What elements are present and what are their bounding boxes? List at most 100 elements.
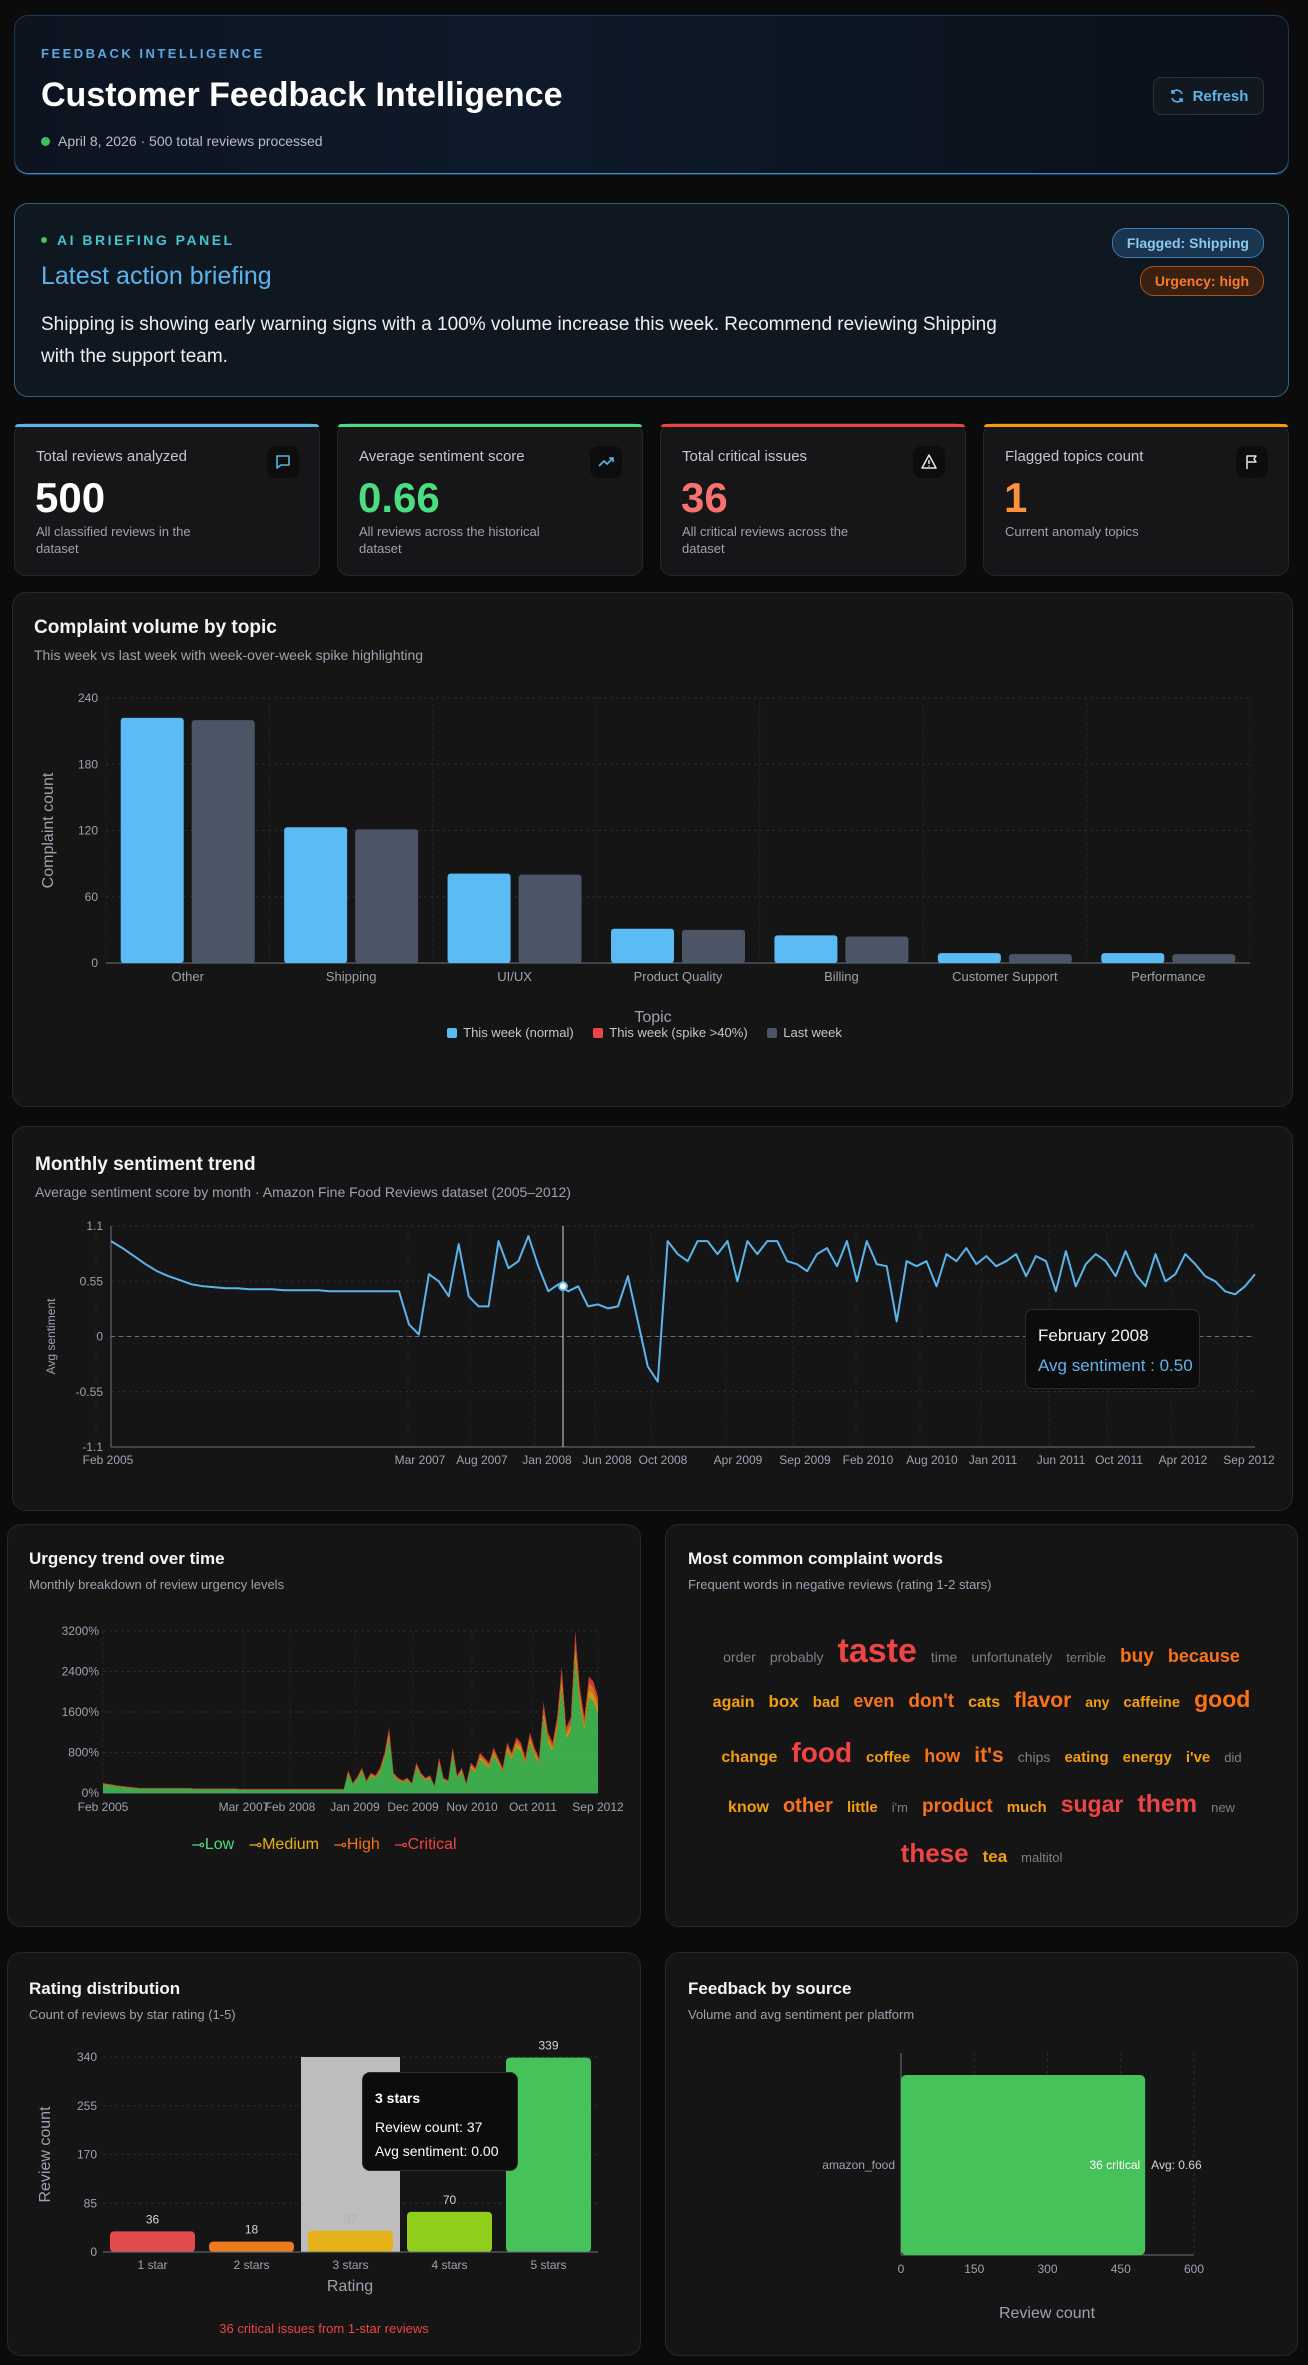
kpi-accent-bar [661, 424, 965, 427]
word-item[interactable]: probably [769, 1649, 824, 1665]
word-item[interactable]: sugar [1060, 1791, 1124, 1817]
briefing-eyebrow: AI BRIEFING PANEL [41, 232, 235, 248]
word-item[interactable]: food [791, 1737, 853, 1768]
rating-bar [209, 2241, 294, 2252]
word-row: change food coffee how it's chips eating energy… [696, 1733, 1267, 1778]
chart-subtitle: Count of reviews by star rating (1-5) [29, 2007, 236, 2022]
bar-value-label: 339 [538, 2039, 558, 2053]
y-tick-label: 255 [77, 2099, 97, 2113]
x-tick-label: Apr 2009 [714, 1453, 763, 1467]
x-tick-label: Jan 2011 [969, 1453, 1018, 1467]
word-item[interactable]: again [712, 1694, 755, 1711]
x-tick-label: Oct 2011 [509, 1800, 557, 1814]
refresh-button[interactable]: Refresh [1153, 77, 1264, 115]
tooltip-value: Avg sentiment : 0.50 [1038, 1356, 1193, 1375]
bar-last-week [682, 929, 745, 963]
kpi-value: 500 [35, 474, 106, 521]
x-tick-label: Feb 2005 [83, 1453, 134, 1467]
legend-item[interactable]: ⊸ Low [191, 1836, 235, 1854]
word-item[interactable]: other [782, 1795, 833, 1817]
x-axis-label: Topic [634, 1009, 671, 1026]
x-axis-label: Rating [327, 2278, 373, 2295]
word-item[interactable]: terrible [1066, 1650, 1107, 1665]
word-item[interactable]: taste [837, 1632, 917, 1670]
word-item[interactable]: eating [1064, 1749, 1109, 1766]
x-tick-label: 300 [1037, 2262, 1057, 2276]
word-item[interactable]: how [924, 1746, 961, 1766]
kpi-desc: Current anomaly topics [1005, 524, 1139, 539]
y-axis-label: Complaint count [40, 772, 57, 888]
word-item[interactable]: order [723, 1649, 756, 1665]
kpi-title: Flagged topics count [1005, 448, 1144, 465]
bar-last-week [1008, 954, 1072, 963]
word-item[interactable]: little [846, 1799, 878, 1816]
word-item[interactable]: maltitol [1021, 1850, 1063, 1865]
x-tick-label: Feb 2005 [78, 1800, 129, 1814]
header-card: FEEDBACK INTELLIGENCE Customer Feedback … [14, 15, 1289, 175]
word-item[interactable]: box [768, 1692, 799, 1711]
word-item[interactable]: new [1211, 1800, 1235, 1815]
word-item[interactable]: did [1224, 1750, 1242, 1765]
word-item[interactable]: much [1006, 1799, 1047, 1816]
x-tick-label: Dec 2009 [387, 1800, 439, 1814]
chart-subtitle: Volume and avg sentiment per platform [688, 2007, 915, 2022]
word-item[interactable]: caffeine [1123, 1694, 1181, 1711]
y-tick-label: 0 [96, 1330, 103, 1344]
x-tick-label: Jun 2008 [582, 1453, 632, 1467]
urgency-badge[interactable]: Urgency: high [1139, 266, 1264, 296]
legend-item[interactable]: This week (spike >40%) [593, 1025, 748, 1040]
flagged-badge[interactable]: Flagged: Shipping [1111, 228, 1264, 258]
complaint-words-card: Most common complaint words Frequent wor… [665, 1524, 1298, 1927]
kpi-accent-bar [338, 424, 642, 427]
word-item[interactable]: these [900, 1838, 969, 1868]
word-item[interactable]: i'm [891, 1800, 908, 1815]
word-item[interactable]: flavor [1014, 1689, 1072, 1712]
word-item[interactable]: because [1167, 1646, 1240, 1666]
message-icon [267, 446, 299, 478]
word-item[interactable]: unfortunately [971, 1649, 1053, 1665]
x-tick-label: Jun 2011 [1037, 1453, 1086, 1467]
y-tick-label: 1600% [62, 1705, 100, 1719]
x-tick-label: Shipping [326, 969, 377, 984]
word-item[interactable]: don't [908, 1691, 955, 1712]
word-item[interactable]: them [1137, 1790, 1198, 1818]
sentiment-tooltip: February 2008 Avg sentiment : 0.50 [1025, 1309, 1200, 1389]
word-item[interactable]: know [728, 1799, 769, 1816]
word-item[interactable]: change [721, 1749, 778, 1766]
word-item[interactable]: cats [968, 1694, 1001, 1711]
y-tick-label: 0 [90, 2245, 97, 2259]
word-item[interactable]: even [853, 1691, 895, 1711]
legend-item[interactable]: This week (normal) [447, 1025, 574, 1040]
word-item[interactable]: any [1085, 1694, 1110, 1710]
chart-subtitle: This week vs last week with week-over-we… [34, 647, 424, 663]
complaint-volume-chart: 0 60 120 180 240 Other Shipping UI/UX Product Qu… [40, 691, 1251, 1026]
header-eyebrow: FEEDBACK INTELLIGENCE [41, 46, 265, 61]
kpi-critical-issues: Total critical issues 36 All critical re… [660, 423, 966, 576]
word-item[interactable]: time [930, 1649, 958, 1665]
legend-item[interactable]: ⊸ Medium [248, 1836, 319, 1854]
kpi-total-reviews: Total reviews analyzed 500 All classifie… [14, 423, 320, 576]
chart-title: Monthly sentiment trend [35, 1154, 256, 1175]
bar-value-label: 36 [146, 2212, 160, 2226]
word-item[interactable]: good [1194, 1686, 1251, 1712]
y-tick-label: 0 [91, 956, 98, 970]
kpi-title: Average sentiment score [359, 448, 525, 465]
bar-this-week [937, 953, 1001, 963]
word-item[interactable]: bad [812, 1694, 840, 1711]
kpi-avg-sentiment: Average sentiment score 0.66 All reviews… [337, 423, 643, 576]
word-item[interactable]: coffee [866, 1749, 911, 1766]
tooltip-title: February 2008 [1038, 1326, 1149, 1345]
legend-swatch [767, 1027, 778, 1038]
word-item[interactable]: it's [974, 1744, 1004, 1767]
legend-item[interactable]: Last week [767, 1025, 842, 1040]
y-tick-label: 3200% [62, 1624, 100, 1638]
legend-item[interactable]: ⊸ High [333, 1836, 380, 1854]
legend-item[interactable]: ⊸ Critical [394, 1836, 457, 1854]
x-tick-label: Jan 2008 [522, 1453, 572, 1467]
word-item[interactable]: product [921, 1796, 993, 1817]
word-item[interactable]: tea [982, 1847, 1008, 1866]
word-item[interactable]: energy [1122, 1749, 1172, 1766]
word-item[interactable]: buy [1120, 1646, 1154, 1667]
word-item[interactable]: chips [1017, 1749, 1051, 1765]
word-item[interactable]: i've [1185, 1749, 1211, 1766]
